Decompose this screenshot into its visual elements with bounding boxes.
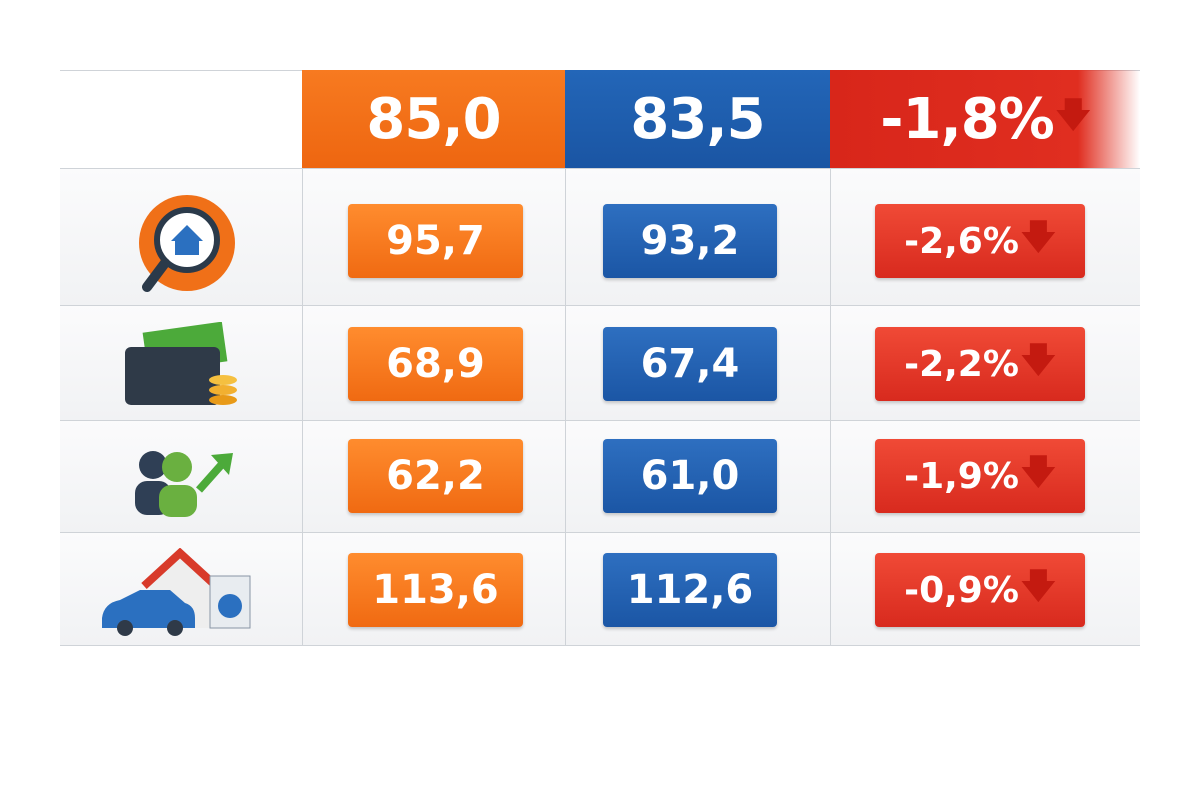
value: 67,4 [640,341,740,387]
people-growth-icon [100,435,260,520]
header-col2: 83,5 [565,70,830,168]
value: 95,7 [386,218,485,264]
header-value: 83,5 [630,86,765,152]
down-arrow-icon: 🡇 [1020,451,1056,492]
value-badge: 67,4 [603,327,777,401]
divider [565,168,566,646]
house-search-icon [100,195,260,295]
value-badge: 61,0 [603,439,777,513]
value-badge: 113,6 [348,553,523,627]
value: 62,2 [386,453,485,499]
header-col3: -1,8% 🡇 [830,70,1140,168]
change-badge: -2,2% 🡇 [875,327,1085,401]
value: 93,2 [640,218,740,264]
value: 112,6 [626,567,754,613]
value-badge: 68,9 [348,327,523,401]
header-value: 85,0 [366,86,501,152]
value: 61,0 [640,453,740,499]
divider [60,168,1140,169]
value: -0,9% [904,569,1019,611]
wallet-money-icon [100,322,260,407]
divider [302,168,303,646]
change-badge: -1,9% 🡇 [875,439,1085,513]
value: 68,9 [386,341,485,387]
value-badge: 95,7 [348,204,523,278]
down-arrow-icon: 🡇 [1055,94,1091,135]
value-badge: 62,2 [348,439,523,513]
header-value: -1,8% [880,86,1055,152]
value: -2,2% [904,343,1019,385]
value: -2,6% [904,220,1019,262]
divider [60,532,1140,533]
value: -1,9% [904,455,1019,497]
value: 113,6 [372,567,499,613]
header-col1: 85,0 [302,70,565,168]
down-arrow-icon: 🡇 [1020,339,1056,380]
divider [830,168,831,646]
divider [60,420,1140,421]
change-badge: -0,9% 🡇 [875,553,1085,627]
divider [60,305,1140,306]
change-badge: -2,6% 🡇 [875,204,1085,278]
down-arrow-icon: 🡇 [1020,216,1056,257]
down-arrow-icon: 🡇 [1020,565,1056,606]
value-badge: 112,6 [603,553,777,627]
car-house-appliance-icon [100,548,260,638]
value-badge: 93,2 [603,204,777,278]
divider [60,645,1140,646]
